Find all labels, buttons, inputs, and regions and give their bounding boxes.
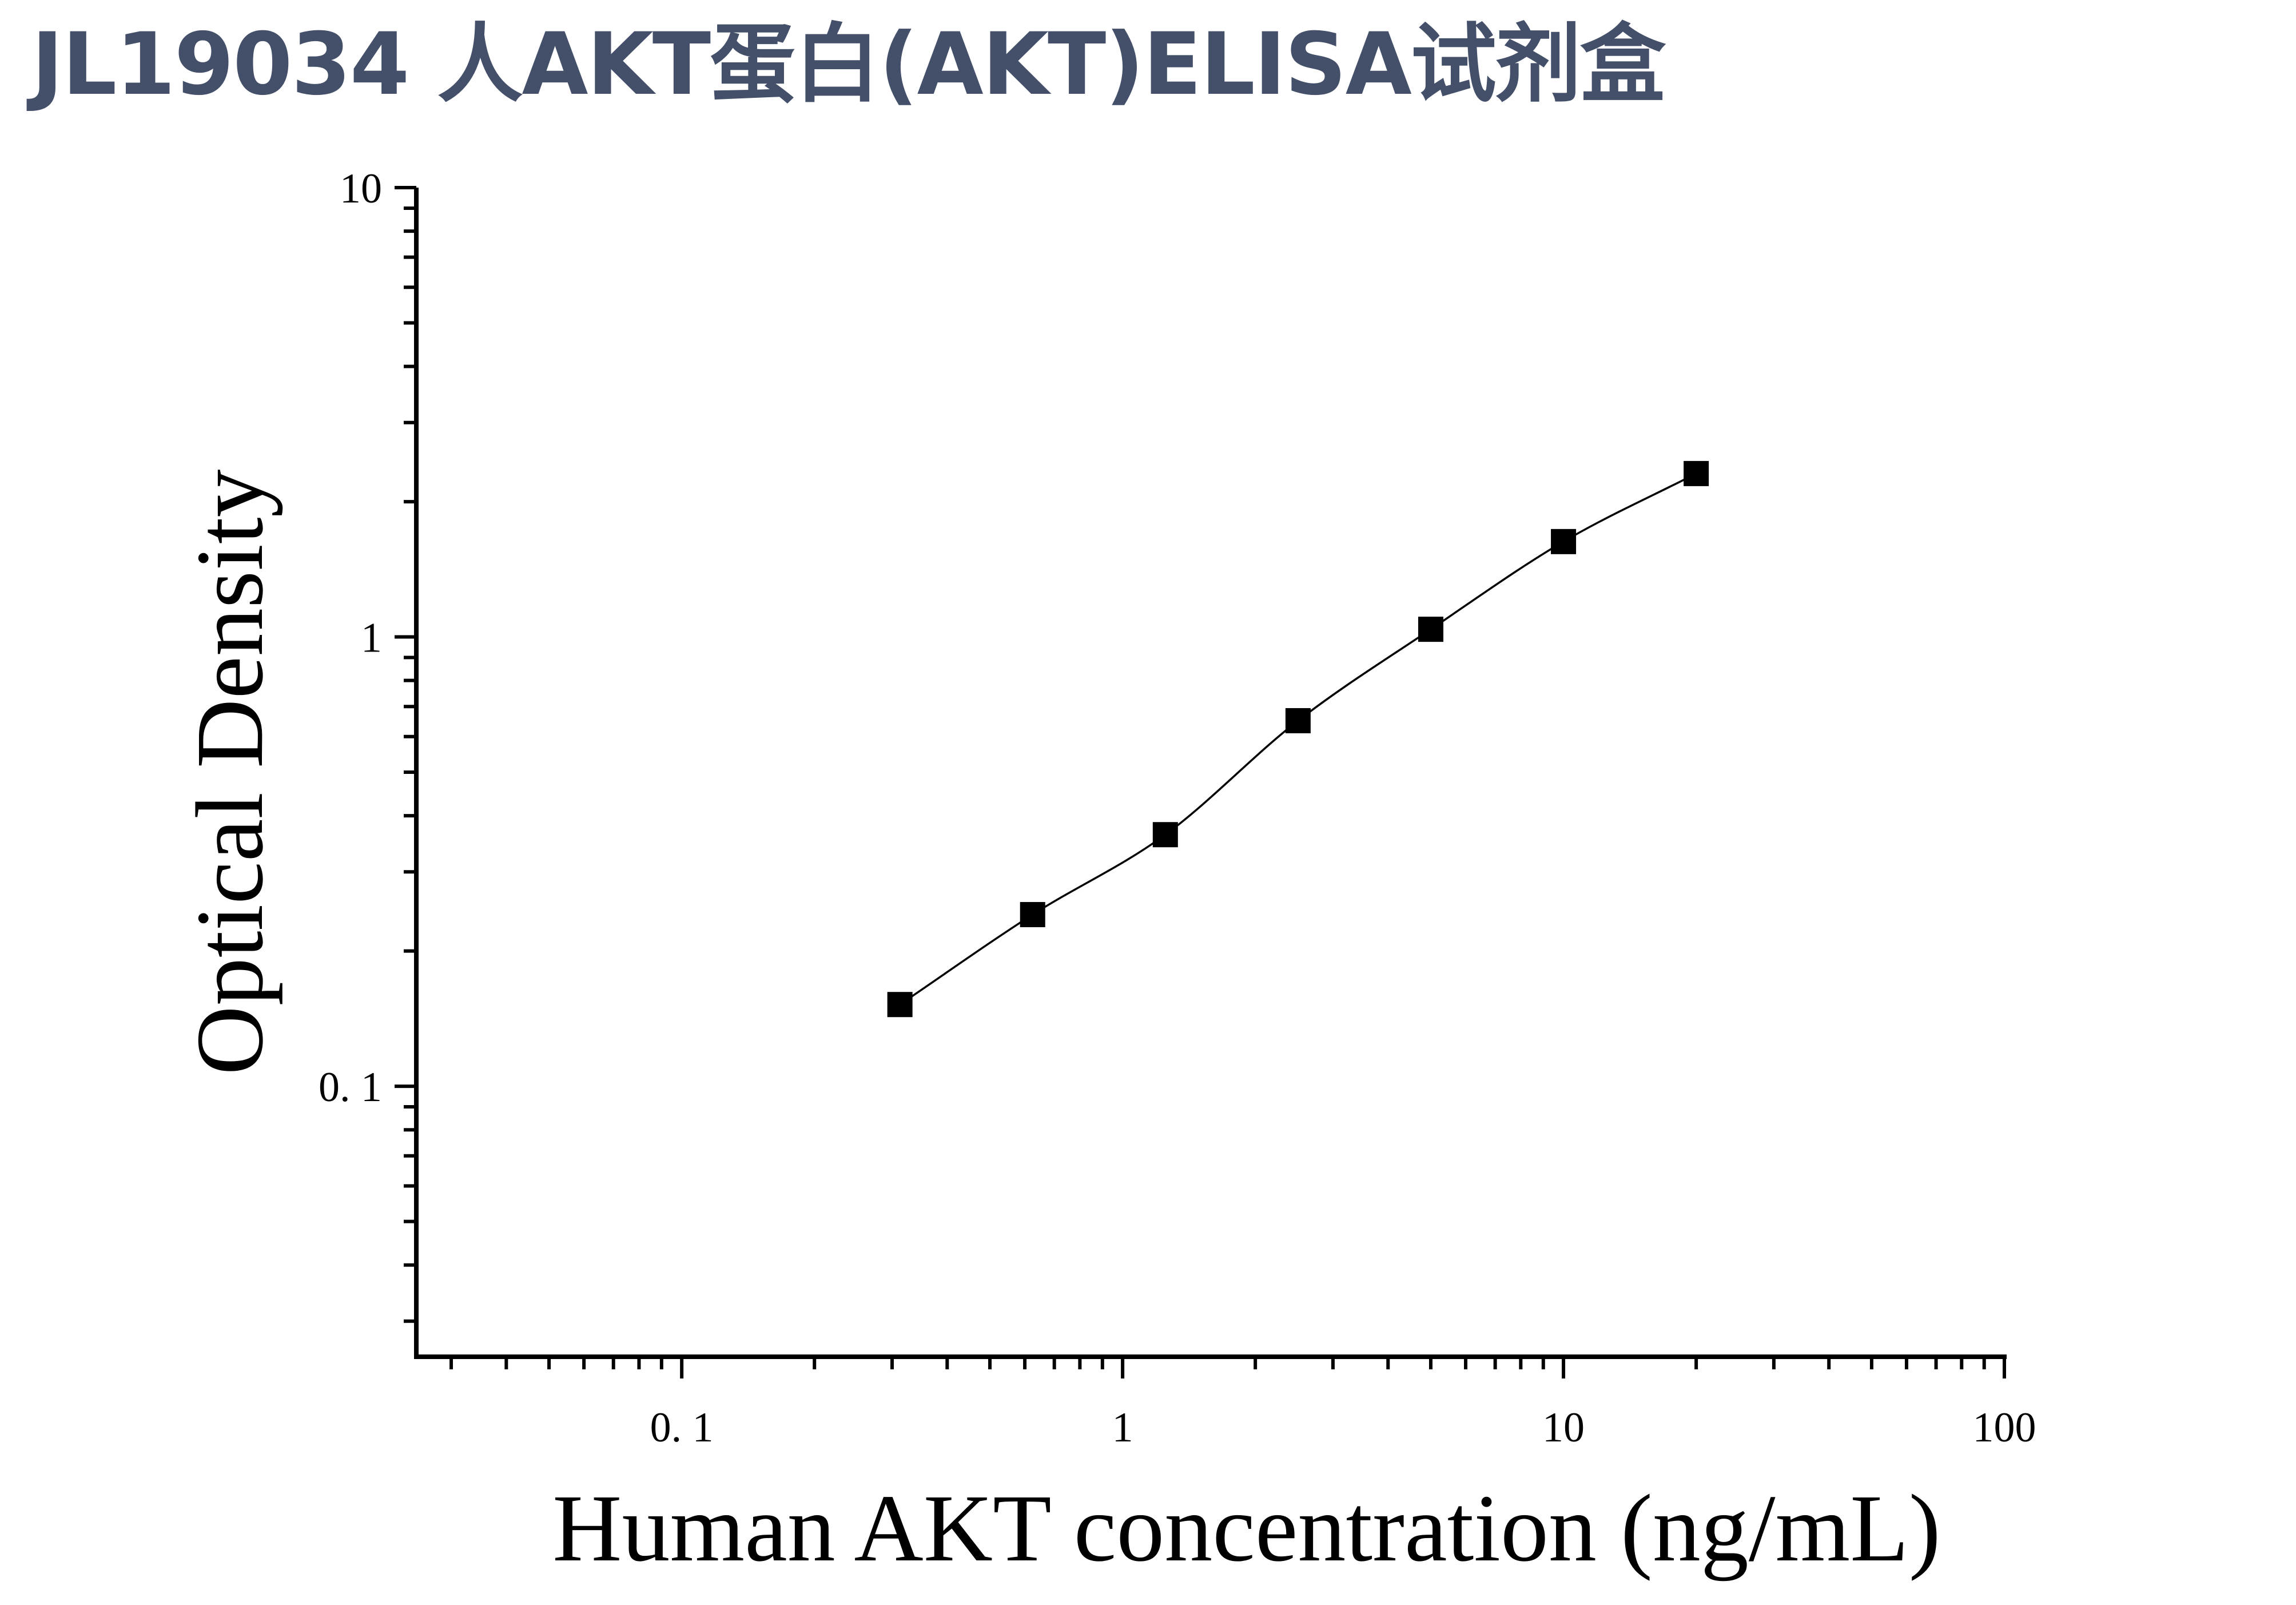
x-axis-title: Human AKT concentration (ng/mL) bbox=[552, 1475, 1941, 1582]
data-points bbox=[887, 460, 1709, 1018]
data-point-marker bbox=[1152, 822, 1178, 848]
x-tick-label: 1 bbox=[1112, 1404, 1133, 1451]
data-point-marker bbox=[1285, 708, 1311, 733]
x-tick-label: 10 bbox=[1542, 1404, 1585, 1451]
page-title: JL19034 人AKT蛋白(AKT)ELISA试剂盒 bbox=[31, 15, 1666, 114]
axes bbox=[395, 186, 2007, 1378]
data-point-marker bbox=[1684, 460, 1709, 486]
y-tick-label: 10 bbox=[340, 165, 382, 212]
data-point-marker bbox=[1551, 529, 1577, 554]
data-point-marker bbox=[1020, 901, 1045, 927]
y-tick-label: 1 bbox=[361, 615, 382, 662]
tick-labels: 0. 1 1 10 100 0. 1 1 10 bbox=[319, 165, 2036, 1451]
data-point-marker bbox=[887, 992, 913, 1018]
fit-curve-layer bbox=[899, 472, 1697, 1006]
fit-curve-line bbox=[899, 472, 1697, 1006]
data-point-marker bbox=[1418, 617, 1443, 642]
y-tick-label: 0. 1 bbox=[319, 1064, 382, 1111]
y-axis-title: Optical Density bbox=[177, 469, 283, 1075]
x-tick-label: 0. 1 bbox=[650, 1404, 714, 1451]
x-tick-label: 100 bbox=[1973, 1404, 2036, 1451]
